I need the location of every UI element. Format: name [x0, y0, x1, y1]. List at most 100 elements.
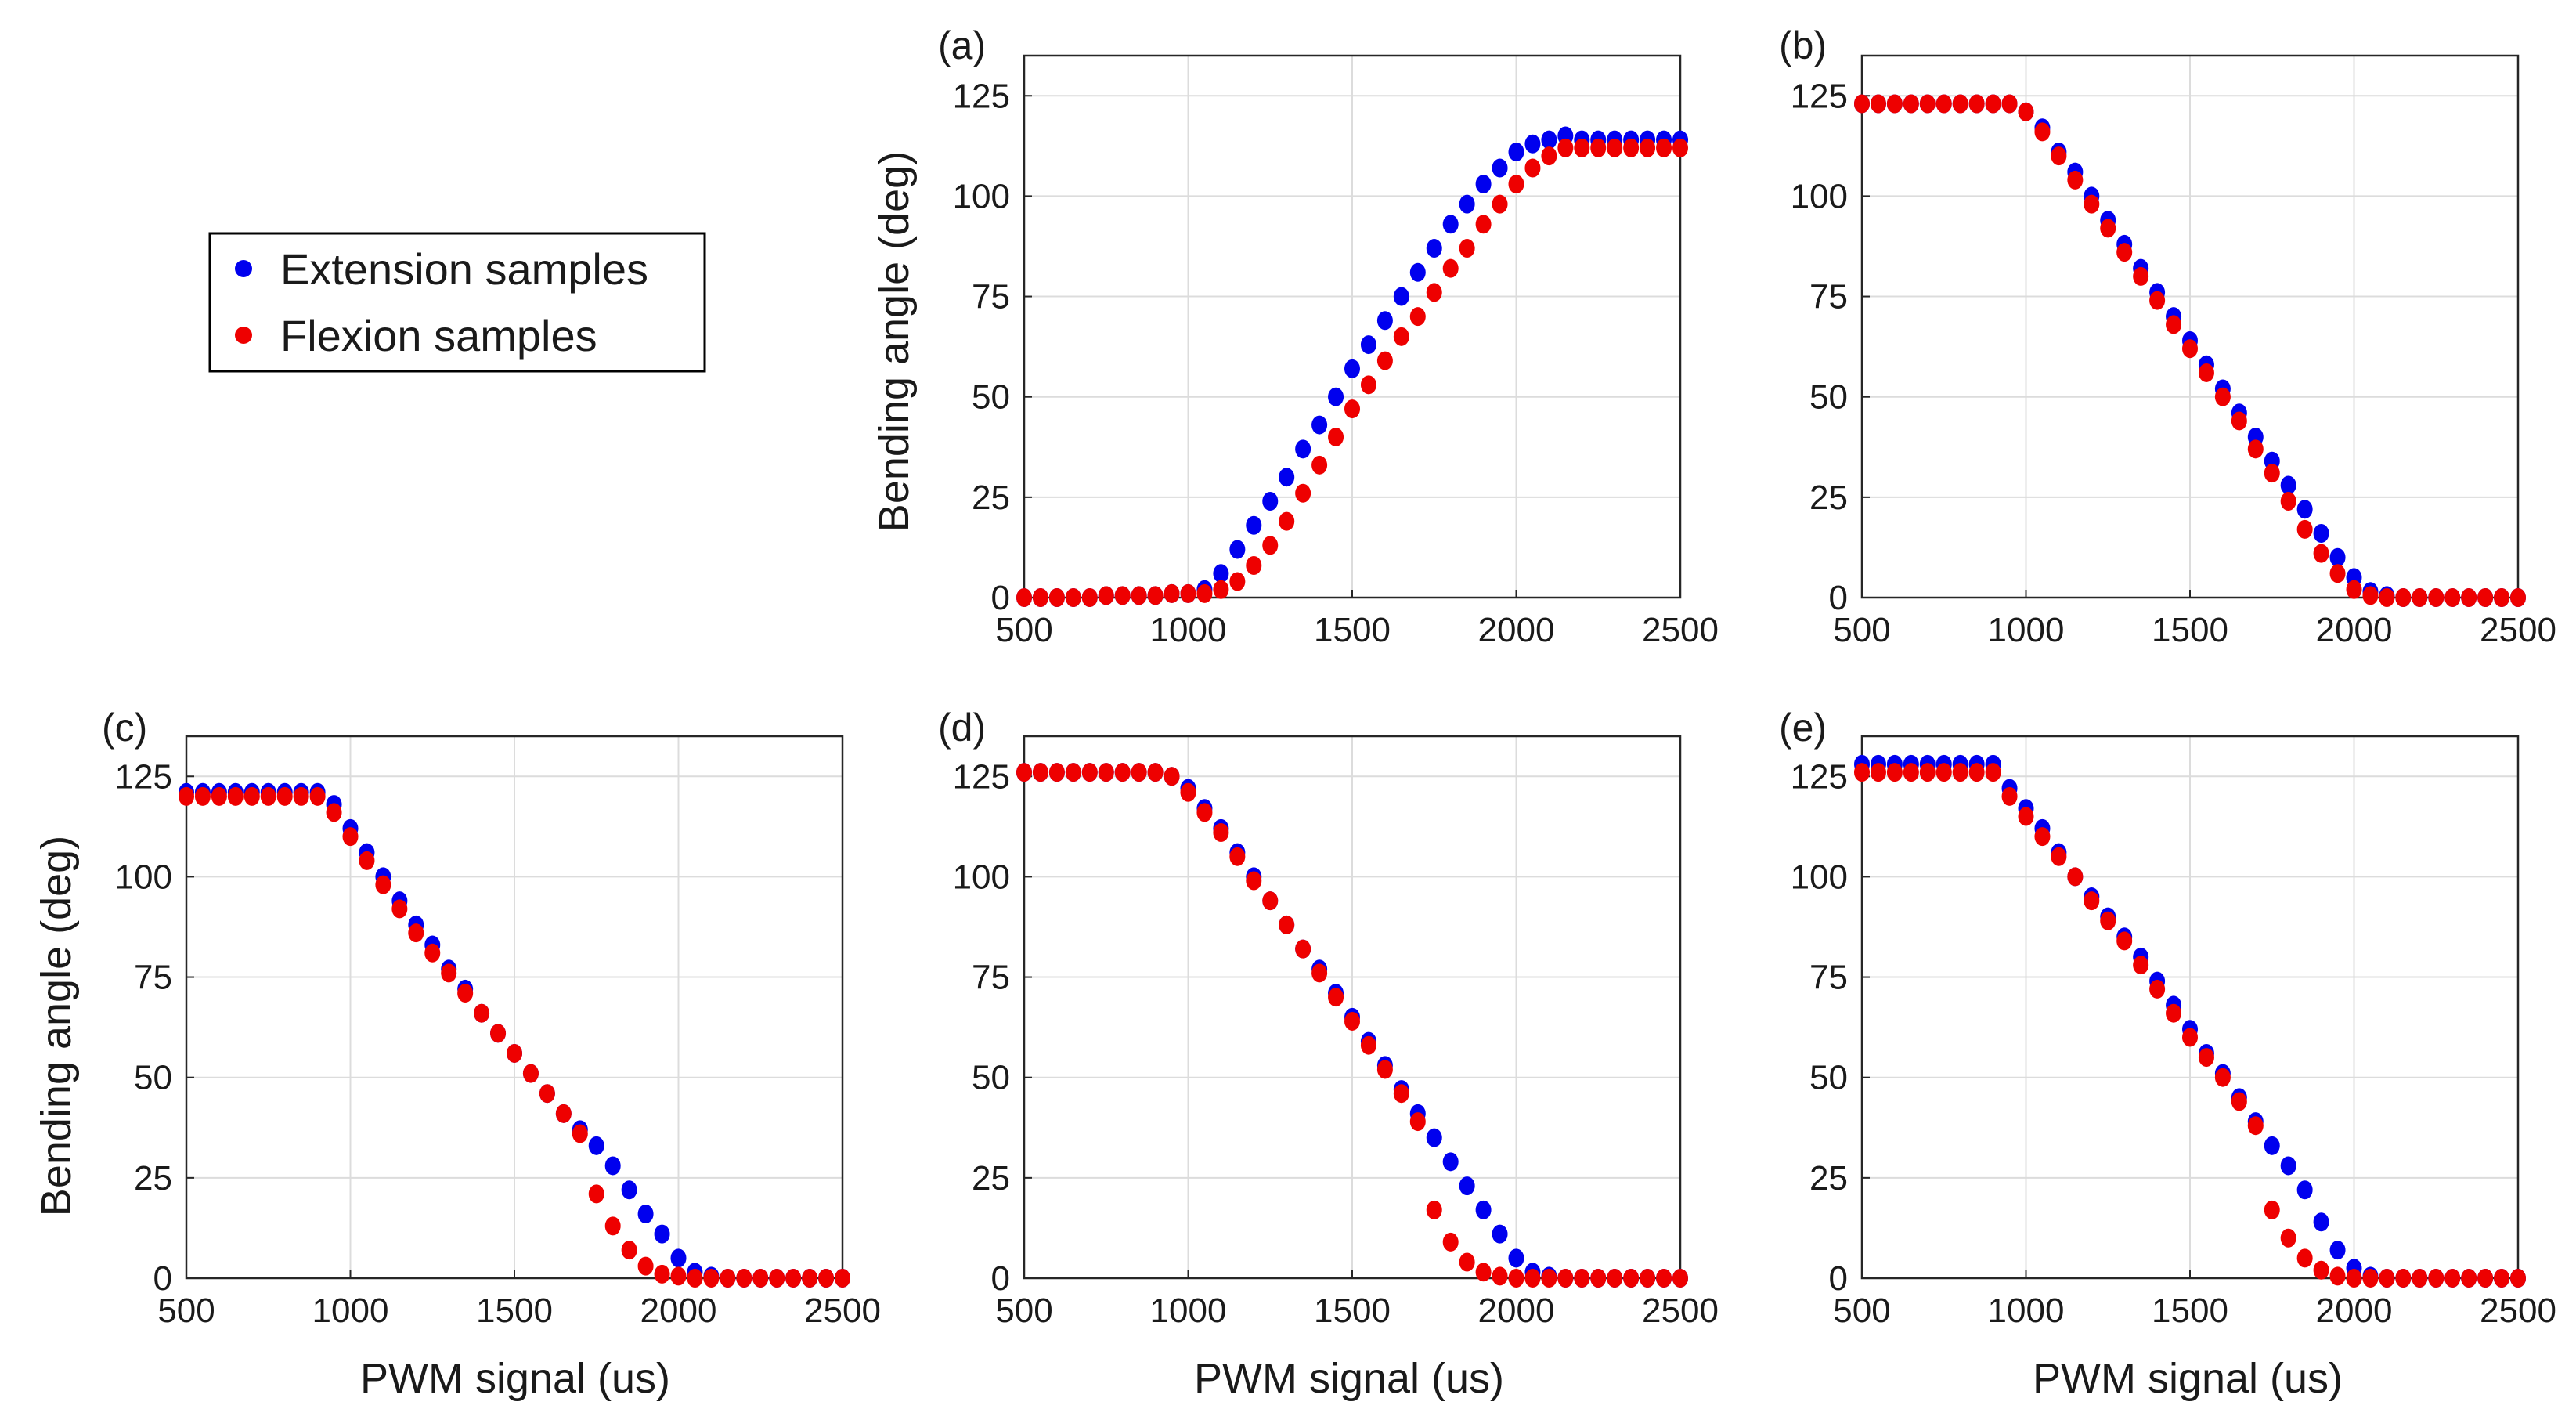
data-point-flexion	[2362, 1269, 2379, 1288]
data-point-flexion	[2100, 219, 2116, 238]
data-point-flexion	[1640, 138, 1656, 157]
data-point-flexion	[1147, 586, 1164, 605]
data-point-flexion	[621, 1241, 637, 1260]
data-point-flexion	[1081, 763, 1098, 782]
y-tick-label-e: 75	[1809, 959, 1848, 997]
data-point-flexion	[2444, 588, 2461, 607]
data-point-flexion	[1279, 915, 1295, 934]
x-tick-label-e: 2500	[2480, 1292, 2556, 1330]
x-tick-label-c: 500	[157, 1292, 215, 1330]
y-tick-label-b: 0	[1829, 579, 1848, 617]
data-point-flexion	[1459, 239, 1475, 258]
y-tick-label-a: 125	[953, 77, 1010, 115]
data-point-flexion	[2247, 439, 2264, 459]
data-point-flexion	[1903, 94, 1919, 114]
data-point-extension	[1360, 335, 1376, 355]
data-point-extension	[604, 1156, 621, 1176]
data-point-flexion	[785, 1269, 802, 1288]
y-axis-label-c: Bending angle (deg)	[33, 836, 80, 1216]
data-point-flexion	[1409, 1112, 1426, 1132]
y-tick-label-c: 50	[134, 1059, 172, 1097]
y-tick-label-c: 125	[115, 757, 172, 796]
data-point-flexion	[276, 786, 293, 806]
data-point-flexion	[1328, 427, 1344, 446]
data-point-flexion	[1426, 1200, 1442, 1219]
data-point-flexion	[2346, 1269, 2362, 1288]
x-tick-label-a: 1500	[1314, 611, 1391, 649]
data-point-flexion	[326, 803, 342, 822]
data-point-flexion	[1985, 94, 2001, 114]
data-point-flexion	[1196, 803, 1213, 822]
data-point-flexion	[2084, 891, 2100, 911]
data-point-flexion	[1147, 763, 1164, 782]
data-point-flexion	[375, 875, 391, 894]
panel-d: (d) PWM signal (us) 500 1000 1500 2000 2500 0…	[938, 706, 1719, 1402]
data-point-flexion	[1048, 588, 1065, 607]
data-point-flexion	[637, 1256, 654, 1276]
data-point-flexion	[1065, 763, 1081, 782]
data-point-extension	[2264, 1136, 2280, 1155]
x-tick-label-b: 500	[1833, 611, 1890, 649]
data-point-flexion	[1574, 1269, 1590, 1288]
x-tick-label-a: 2000	[1478, 611, 1555, 649]
data-point-flexion	[2198, 363, 2214, 382]
data-point-flexion	[2362, 586, 2379, 605]
data-point-flexion	[1541, 1269, 1557, 1288]
data-point-flexion	[1262, 891, 1279, 911]
data-point-flexion	[2149, 979, 2166, 999]
data-point-flexion	[1032, 588, 1048, 607]
data-point-flexion	[2214, 387, 2231, 406]
data-point-flexion	[1854, 94, 1870, 114]
data-point-flexion	[2461, 1269, 2477, 1288]
y-tick-label-e: 50	[1809, 1059, 1848, 1097]
y-tick-label-d: 50	[972, 1059, 1010, 1097]
x-tick-label-d: 2500	[1642, 1292, 1719, 1330]
data-point-extension	[621, 1180, 637, 1200]
data-point-flexion	[2428, 588, 2444, 607]
data-point-flexion	[1409, 307, 1426, 327]
data-point-flexion	[2444, 1269, 2461, 1288]
data-point-flexion	[2280, 491, 2296, 511]
data-point-flexion	[1475, 215, 1492, 234]
data-point-flexion	[1164, 583, 1180, 603]
data-point-flexion	[2001, 94, 2018, 114]
data-point-extension	[654, 1224, 670, 1244]
data-point-extension	[1262, 491, 1279, 511]
data-point-extension	[1541, 130, 1557, 150]
data-point-flexion	[1968, 763, 1985, 782]
legend-marker-extension	[235, 260, 252, 277]
panel-label-a: (a)	[938, 23, 986, 67]
data-point-extension	[1393, 287, 1409, 306]
data-point-flexion	[1180, 583, 1196, 603]
x-axis-label-e: PWM signal (us)	[2033, 1355, 2343, 1402]
data-point-flexion	[1524, 158, 1541, 178]
data-point-flexion	[2018, 102, 2034, 121]
data-point-flexion	[2051, 847, 2067, 866]
data-point-flexion	[1213, 823, 1229, 843]
data-point-flexion	[2428, 1269, 2444, 1288]
series-flexion-e	[1854, 763, 2526, 1288]
data-point-extension	[2296, 500, 2313, 519]
data-point-flexion	[2280, 1228, 2296, 1248]
plot-area-d: 500 1000 1500 2000 2500 0 25 50 75 100 125	[953, 735, 1719, 1330]
y-tick-label-b: 50	[1809, 378, 1848, 417]
data-point-extension	[1442, 1152, 1459, 1172]
x-tick-label-a: 2500	[1642, 611, 1719, 649]
plot-frame-c	[185, 735, 844, 1280]
data-point-flexion	[1936, 763, 1952, 782]
data-point-flexion	[2182, 339, 2198, 359]
data-point-flexion	[2067, 867, 2084, 887]
x-tick-label-d: 500	[995, 1292, 1052, 1330]
data-point-flexion	[1344, 399, 1360, 419]
data-point-flexion	[2412, 1269, 2428, 1288]
data-point-extension	[2313, 1212, 2329, 1232]
data-point-extension	[1279, 468, 1295, 487]
data-point-extension	[2329, 547, 2346, 567]
data-point-flexion	[1903, 763, 1919, 782]
data-point-flexion	[260, 786, 276, 806]
y-tick-label-c: 100	[115, 858, 172, 896]
data-point-extension	[1524, 134, 1541, 154]
data-point-flexion	[2084, 194, 2100, 214]
legend: Extension samples Flexion samples	[208, 232, 706, 373]
